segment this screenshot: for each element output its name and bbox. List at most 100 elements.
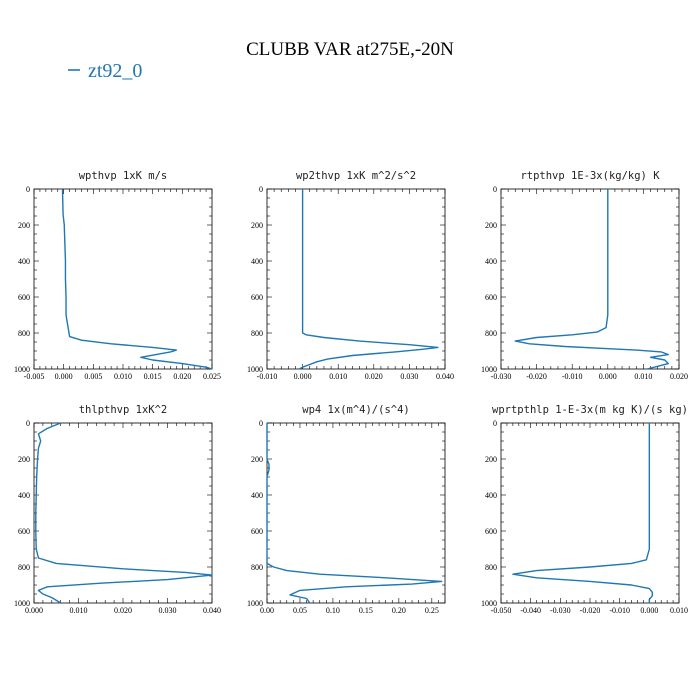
panel-3: rtpthvp 1E-3x(kg/kg) K02004006008001000-… (481, 170, 688, 381)
x-tick-label: -0.005 (24, 372, 45, 381)
y-tick-label: 600 (18, 527, 30, 536)
panel-2: wp2thvp 1xK m^2/s^2 0 200 400 600 800 1000-0.0… (247, 170, 454, 381)
x-tick-label: 0.030 (400, 372, 418, 381)
y-tick-label: 1000 (247, 599, 263, 608)
y-tick-label: 0 (493, 185, 497, 194)
y-tick-label: 200 (18, 455, 30, 464)
series-line (266, 423, 443, 604)
y-tick-label: 1000 (481, 365, 497, 374)
panel-title: wprtpthlp 1-E-3x(m kg K)/(s kg) (492, 404, 688, 416)
panel-title: rtpthvp 1E-3x(kg/kg) K (520, 170, 660, 182)
x-tick-label: 0.030 (159, 606, 177, 615)
y-tick-label: 800 (251, 329, 263, 338)
y-tick-label: 200 (18, 221, 30, 230)
y-tick-label: 800 (18, 563, 30, 572)
y-tick-label: 1000 (14, 365, 30, 374)
y-tick-label: 400 (18, 491, 30, 500)
y-tick-label: 0 (26, 185, 30, 194)
y-tick-label: 200 (251, 455, 263, 464)
legend: zt92_0 (68, 60, 142, 82)
x-tick-label: 0.010 (70, 606, 88, 615)
x-tick-label: 0.020 (114, 606, 132, 615)
x-tick-label: 0.025 (203, 372, 221, 381)
series-line (35, 422, 213, 604)
x-tick-label: 0.25 (425, 606, 439, 615)
series-line (512, 423, 653, 603)
series-line (298, 189, 439, 370)
x-tick-label: -0.050 (491, 606, 512, 615)
x-tick-label: 0.010 (329, 372, 347, 381)
y-tick-label: 600 (251, 527, 263, 536)
y-tick-label: 600 (251, 293, 263, 302)
x-tick-label: 0.005 (84, 372, 102, 381)
panel-1: wpthvp 1xK m/s 0 200 400 600 800 1000-0.005 0.0… (14, 170, 221, 381)
x-tick-label: 0.015 (144, 372, 162, 381)
x-tick-label: 0.010 (114, 372, 132, 381)
x-tick-label: -0.020 (526, 372, 547, 381)
panel-title: thlpthvp 1xK^2 (79, 404, 168, 416)
panel-frame (33, 422, 213, 604)
y-tick-label: 0 (259, 419, 263, 428)
y-tick-label: 600 (485, 293, 497, 302)
y-tick-label: 1000 (481, 599, 497, 608)
panel-title: wp2thvp 1xK m^2/s^2 (296, 170, 416, 182)
x-tick-label: 0.010 (670, 606, 688, 615)
legend-label: zt92_0 (88, 60, 142, 82)
y-tick-label: 200 (251, 221, 263, 230)
y-tick-label: 200 (485, 455, 497, 464)
y-tick-label: 400 (18, 257, 30, 266)
x-tick-label: 0.00 (260, 606, 274, 615)
y-tick-label: 600 (18, 293, 30, 302)
x-tick-label: 0.020 (670, 372, 688, 381)
panel-6: wprtpthlp 1-E-3x(m kg K)/(s kg) 0 200 400 60… (481, 404, 688, 615)
y-tick-label: 400 (251, 491, 263, 500)
panel-title: wp4 1x(m^4)/(s^4) (302, 404, 409, 416)
x-tick-label: -0.030 (491, 372, 512, 381)
x-tick-label: 0.000 (599, 372, 617, 381)
x-tick-label: -0.010 (257, 372, 278, 381)
y-tick-label: 800 (251, 563, 263, 572)
x-tick-label: -0.020 (580, 606, 601, 615)
panel-frame (500, 422, 680, 604)
y-tick-label: 400 (485, 257, 497, 266)
y-tick-label: 0 (259, 185, 263, 194)
y-tick-label: 400 (485, 491, 497, 500)
x-tick-label: 0.040 (203, 606, 221, 615)
panel-frame (266, 188, 446, 370)
y-tick-label: 600 (485, 527, 497, 536)
x-tick-label: 0.020 (173, 372, 191, 381)
x-tick-label: -0.010 (562, 372, 583, 381)
x-tick-label: 0.010 (634, 372, 652, 381)
x-tick-label: 0.000 (640, 606, 658, 615)
x-tick-label: 0.05 (293, 606, 307, 615)
y-tick-label: 0 (493, 419, 497, 428)
x-tick-label: 0.000 (25, 606, 43, 615)
x-tick-label: 0.10 (326, 606, 340, 615)
y-tick-label: 1000 (247, 365, 263, 374)
y-tick-label: 800 (485, 329, 497, 338)
y-tick-label: 800 (485, 563, 497, 572)
panel-title: wpthvp 1xK m/s (79, 170, 168, 182)
series-line (61, 188, 213, 370)
x-tick-label: -0.010 (609, 606, 630, 615)
y-tick-label: 800 (18, 329, 30, 338)
series-line (514, 189, 670, 370)
x-tick-label: 0.040 (436, 372, 454, 381)
x-tick-label: 0.020 (365, 372, 383, 381)
y-tick-label: 200 (485, 221, 497, 230)
y-tick-label: 0 (26, 419, 30, 428)
x-tick-label: 0.15 (359, 606, 373, 615)
x-tick-label: 0.000 (294, 372, 312, 381)
y-tick-label: 1000 (14, 599, 30, 608)
figure-title: CLUBB VAR at275E,-20N (246, 39, 454, 60)
x-tick-label: 0.20 (392, 606, 406, 615)
x-tick-label: -0.030 (550, 606, 571, 615)
y-tick-label: 400 (251, 257, 263, 266)
x-tick-label: -0.040 (520, 606, 541, 615)
panel-frame (500, 188, 680, 370)
panel-frame (33, 188, 213, 370)
